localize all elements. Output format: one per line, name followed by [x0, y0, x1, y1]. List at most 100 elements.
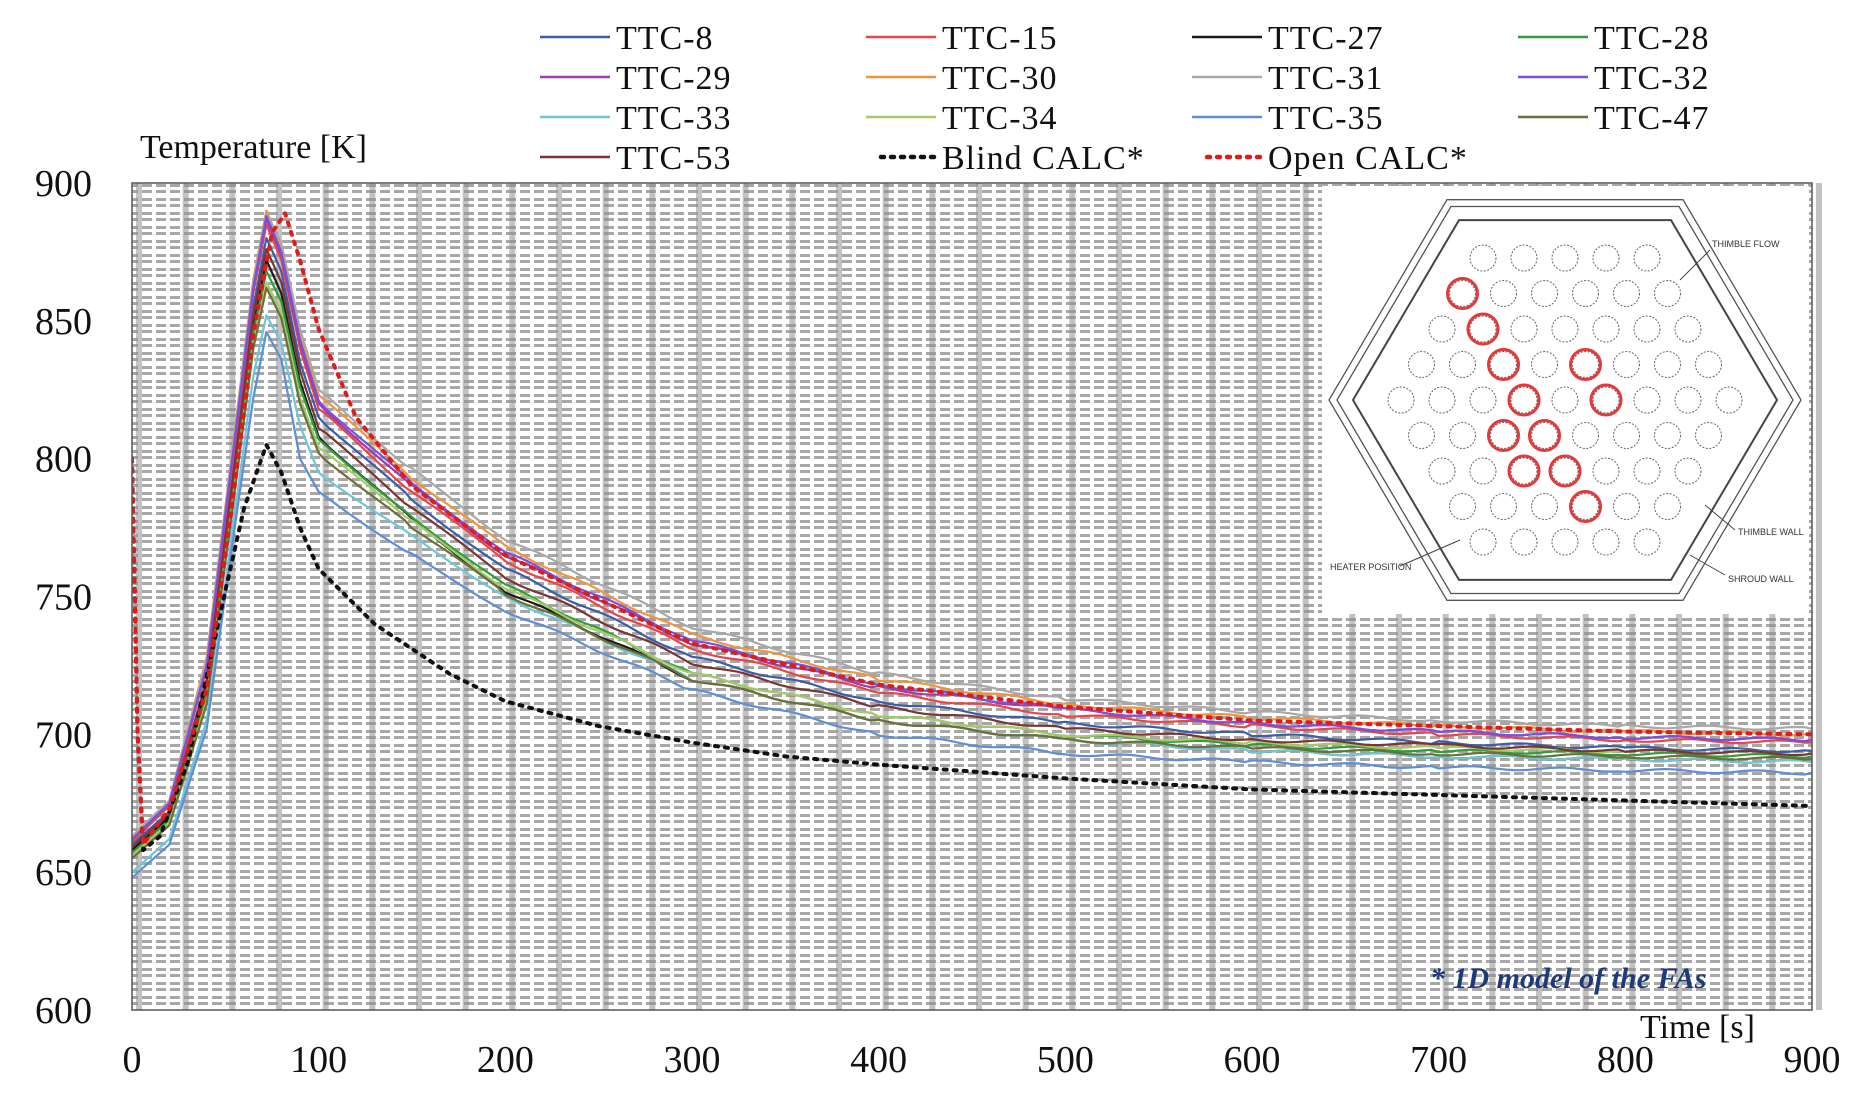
- instrumented-pin-marker: [1528, 419, 1561, 452]
- vertical-gridline: [929, 183, 936, 1010]
- model-note: * 1D model of the FAs: [1430, 962, 1706, 995]
- fuel-pin: [1633, 315, 1661, 343]
- fuel-pin: [1592, 528, 1620, 556]
- instrumented-pin-marker: [1569, 490, 1602, 523]
- vertical-gridline: [322, 183, 329, 1010]
- legend-entry-ttc-35: TTC-35: [1192, 100, 1384, 137]
- vertical-gridline: [1069, 183, 1076, 1010]
- legend-entry-ttc-28: TTC-28: [1518, 20, 1709, 57]
- x-tick-label: 500: [1037, 1039, 1094, 1081]
- fuel-pin: [1428, 315, 1456, 343]
- legend-label: Blind CALC*: [942, 140, 1145, 177]
- vertical-gridline: [369, 183, 376, 1010]
- inset-annotation: HEATER POSITION: [1330, 562, 1411, 572]
- legend-entry-ttc-15: TTC-15: [866, 20, 1058, 57]
- vertical-gridline: [1256, 183, 1262, 1010]
- fuel-pin: [1572, 422, 1599, 449]
- x-tick-label: 600: [1224, 1039, 1281, 1081]
- series-line-ttc-8: [132, 237, 1812, 846]
- fuel-pin: [1408, 422, 1435, 449]
- annotation-leader: [1399, 539, 1461, 567]
- legend-entry-ttc-47: TTC-47: [1518, 100, 1709, 137]
- x-tick-label: 0: [123, 1039, 142, 1081]
- fuel-pin: [1449, 422, 1476, 449]
- fuel-pin: [1428, 386, 1456, 414]
- x-tick-label: 100: [290, 1039, 347, 1081]
- fuel-pin: [1715, 386, 1743, 414]
- fuel-pin: [1510, 386, 1538, 414]
- series-line-ttc-35: [132, 330, 1812, 879]
- instrumented-pin-marker: [1507, 454, 1541, 488]
- series-line-ttc-15: [132, 223, 1812, 843]
- vertical-gridline: [976, 183, 982, 1010]
- fuel-pin: [1674, 315, 1702, 343]
- legend-label: TTC-35: [1268, 100, 1384, 137]
- legend-label: Open CALC*: [1268, 140, 1468, 177]
- series-line-ttc-47: [132, 286, 1812, 860]
- fuel-pin: [1572, 493, 1599, 520]
- fuel-pin: [1428, 457, 1456, 485]
- vertical-gridline: [1302, 183, 1309, 1010]
- y-tick-label: 700: [35, 714, 92, 756]
- fuel-pin: [1633, 386, 1661, 414]
- legend-label: TTC-33: [616, 100, 732, 137]
- fuel-pin: [1449, 351, 1476, 378]
- legend-entry-ttc-33: TTC-33: [540, 100, 732, 137]
- fuel-pin: [1551, 528, 1579, 556]
- fuel-pin: [1449, 280, 1476, 307]
- y-tick-label: 750: [35, 577, 92, 619]
- fuel-pin: [1408, 351, 1435, 378]
- instrumented-pin-marker: [1446, 277, 1479, 310]
- vertical-gridline: [136, 183, 142, 1010]
- series-line-ttc-34: [132, 281, 1812, 857]
- fuel-pin: [1572, 351, 1599, 378]
- legend-label: TTC-15: [942, 20, 1058, 57]
- series-line-blind-calc: [132, 442, 1812, 853]
- x-tick-label: 800: [1597, 1039, 1654, 1081]
- series-line-ttc-53: [132, 248, 1812, 849]
- fuel-pin: [1531, 422, 1558, 449]
- y-axis-title: Temperature [K]: [140, 129, 367, 166]
- series-line-ttc-31: [132, 212, 1812, 838]
- vertical-gridline: [1162, 183, 1169, 1010]
- fuel-pin: [1613, 351, 1640, 378]
- fuel-pin: [1572, 280, 1599, 307]
- vertical-gridline: [602, 183, 609, 1010]
- vertical-gridline: [696, 183, 702, 1010]
- hexagon-wall: [1328, 199, 1802, 601]
- instrumented-pin-marker: [1569, 348, 1602, 381]
- x-tick-label: 700: [1410, 1039, 1467, 1081]
- y-tick-label: 850: [35, 301, 92, 343]
- annotation-leader: [1689, 554, 1726, 576]
- vertical-gridline: [789, 183, 796, 1010]
- instrumented-pin-marker: [1487, 419, 1520, 452]
- fuel-pin: [1490, 493, 1517, 520]
- vertical-gridline: [649, 183, 656, 1010]
- hexagon-wall: [1336, 205, 1794, 595]
- fuel-assembly-cross-section: THIMBLE FLOW THIMBLE WALL SHROUD WALL HEATE…: [1328, 199, 1804, 601]
- fuel-pin: [1654, 280, 1681, 307]
- hexagon-wall: [1351, 219, 1779, 581]
- fuel-pin: [1510, 528, 1538, 556]
- fuel-pin: [1490, 422, 1517, 449]
- fuel-pin: [1490, 351, 1517, 378]
- fuel-pin: [1551, 315, 1579, 343]
- fuel-pin: [1469, 315, 1497, 343]
- fuel-pin: [1469, 244, 1497, 272]
- fuel-pin: [1490, 280, 1517, 307]
- fuel-pin: [1531, 493, 1558, 520]
- vertical-gridline: [1116, 183, 1122, 1010]
- fuel-pin: [1551, 244, 1579, 272]
- plot-frame: [131, 182, 1813, 1011]
- legend-entry-ttc-34: TTC-34: [866, 100, 1057, 137]
- vertical-gridline: [742, 183, 749, 1010]
- fuel-pin: [1551, 386, 1579, 414]
- legend-label: TTC-27: [1268, 20, 1384, 57]
- legend-entry-ttc-29: TTC-29: [540, 60, 731, 97]
- vertical-gridline: [1022, 183, 1029, 1010]
- x-tick-label: 900: [1784, 1039, 1841, 1081]
- instrumented-pin-marker: [1507, 383, 1541, 417]
- series-line-open-calc: [132, 211, 1812, 847]
